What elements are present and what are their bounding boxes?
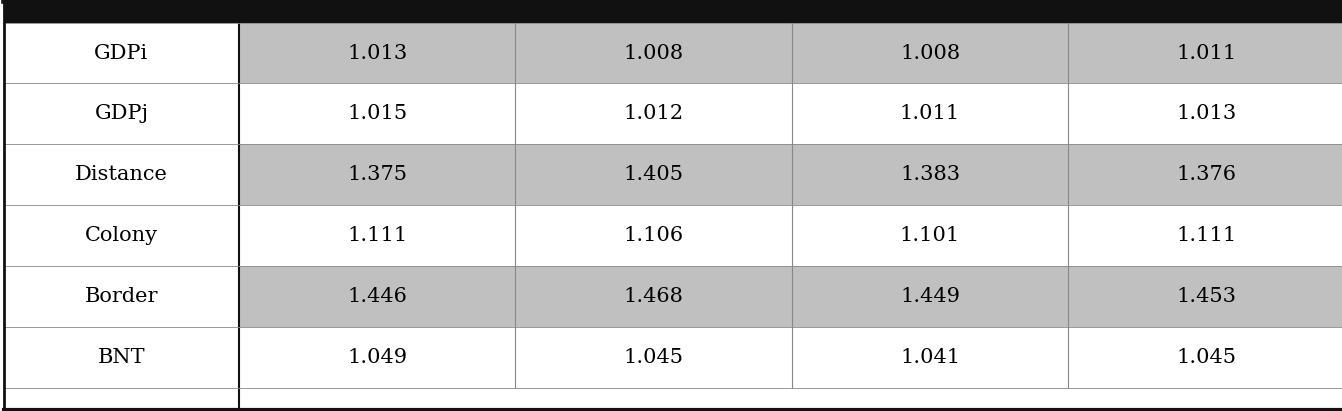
Bar xyxy=(4,83,239,144)
Text: 1.012: 1.012 xyxy=(624,104,683,123)
Bar xyxy=(239,266,515,327)
Bar xyxy=(4,266,239,327)
Text: 1.045: 1.045 xyxy=(624,348,683,367)
Text: 1.111: 1.111 xyxy=(348,226,407,245)
Bar xyxy=(792,327,1068,388)
Bar xyxy=(792,266,1068,327)
Text: 1.449: 1.449 xyxy=(900,287,960,306)
Bar xyxy=(1068,266,1342,327)
Bar xyxy=(4,144,239,205)
Bar xyxy=(4,327,239,388)
Text: Colony: Colony xyxy=(85,226,158,245)
Text: 1.106: 1.106 xyxy=(624,226,683,245)
Text: Distance: Distance xyxy=(75,165,168,184)
Bar xyxy=(4,1,1342,23)
Text: 1.383: 1.383 xyxy=(900,165,960,184)
Text: GDPi: GDPi xyxy=(94,44,149,62)
Bar xyxy=(515,266,792,327)
Bar xyxy=(239,23,515,83)
Text: 1.013: 1.013 xyxy=(1177,104,1236,123)
Text: 1.375: 1.375 xyxy=(348,165,407,184)
Text: 1.008: 1.008 xyxy=(900,44,960,62)
Text: 1.015: 1.015 xyxy=(348,104,407,123)
Bar xyxy=(1068,327,1342,388)
Bar xyxy=(1068,83,1342,144)
Bar xyxy=(515,205,792,266)
Bar xyxy=(1068,205,1342,266)
Bar xyxy=(792,144,1068,205)
Text: 1.041: 1.041 xyxy=(900,348,960,367)
Bar xyxy=(4,388,1342,410)
Text: GDPj: GDPj xyxy=(94,104,149,123)
Bar xyxy=(4,23,239,83)
Bar xyxy=(792,23,1068,83)
Text: 1.011: 1.011 xyxy=(900,104,960,123)
Text: 1.011: 1.011 xyxy=(1177,44,1236,62)
Text: 1.376: 1.376 xyxy=(1177,165,1236,184)
Text: 1.101: 1.101 xyxy=(900,226,960,245)
Text: 1.111: 1.111 xyxy=(1177,226,1236,245)
Bar xyxy=(792,205,1068,266)
Text: 1.453: 1.453 xyxy=(1177,287,1236,306)
Bar xyxy=(515,144,792,205)
Text: 1.045: 1.045 xyxy=(1177,348,1236,367)
Text: 1.446: 1.446 xyxy=(348,287,407,306)
Text: 1.468: 1.468 xyxy=(624,287,683,306)
Bar xyxy=(4,205,239,266)
Bar xyxy=(239,205,515,266)
Text: 1.008: 1.008 xyxy=(624,44,683,62)
Bar xyxy=(1068,144,1342,205)
Bar xyxy=(1068,23,1342,83)
Bar xyxy=(792,83,1068,144)
Text: 1.405: 1.405 xyxy=(624,165,683,184)
Bar xyxy=(515,327,792,388)
Text: 1.013: 1.013 xyxy=(348,44,407,62)
Text: 1.049: 1.049 xyxy=(348,348,407,367)
Bar xyxy=(515,23,792,83)
Bar xyxy=(239,144,515,205)
Bar xyxy=(515,83,792,144)
Text: BNT: BNT xyxy=(98,348,145,367)
Text: Border: Border xyxy=(85,287,158,306)
Bar xyxy=(239,83,515,144)
Bar xyxy=(239,327,515,388)
